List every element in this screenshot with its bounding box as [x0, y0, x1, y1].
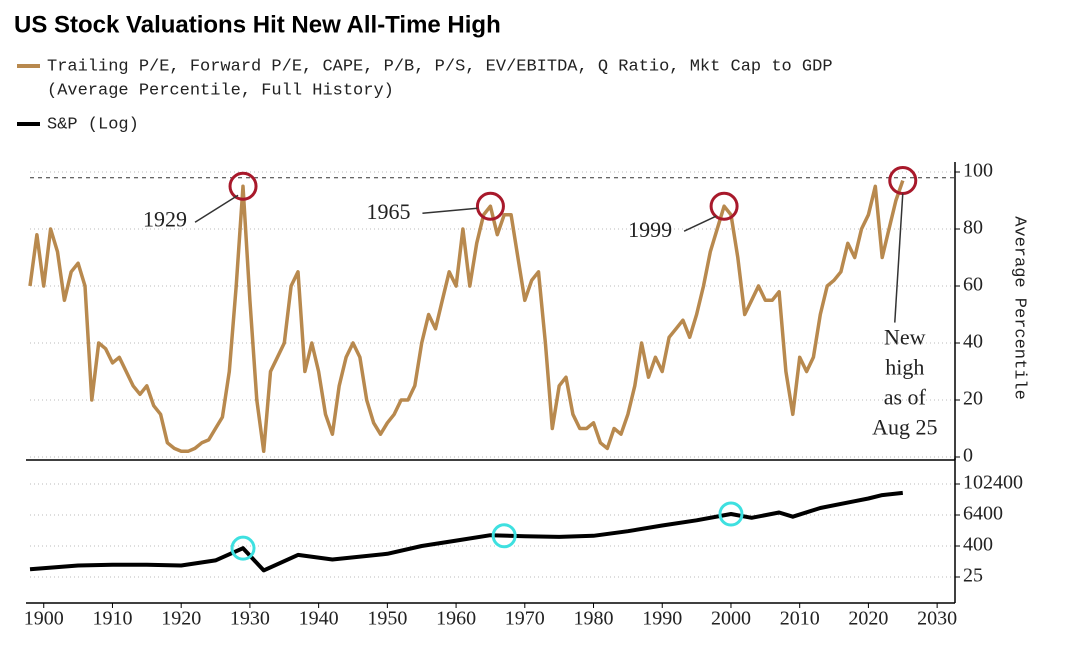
annotation-connector [683, 215, 717, 232]
legend-description: (Average Percentile, Full History) [47, 81, 394, 100]
y-tick-label: 6400 [963, 503, 1003, 525]
x-tick-label: 2000 [711, 608, 751, 630]
y-tick-label: 25 [963, 565, 983, 587]
y-tick-label: 100 [963, 160, 993, 182]
x-tick-label: 1990 [642, 608, 682, 630]
y-tick-label: 80 [963, 217, 983, 239]
annotation-text: New [884, 325, 926, 350]
annotation-text: as of [884, 385, 927, 410]
x-tick-label: 1920 [161, 608, 201, 630]
highlight-circle [718, 501, 744, 527]
y-tick-label: 20 [963, 388, 983, 410]
legend-label: Trailing P/E, Forward P/E, CAPE, P/B, P/… [47, 57, 833, 76]
y-tick-label: 60 [963, 274, 983, 296]
x-tick-label: 1940 [299, 608, 339, 630]
y-tick-label: 102400 [963, 472, 1023, 494]
annotation-text: high [885, 355, 924, 380]
annotation-text: Aug 25 [872, 415, 937, 440]
highlight-circle [709, 191, 739, 221]
x-tick-label: 2020 [848, 608, 888, 630]
annotation-connector [894, 193, 904, 323]
x-tick-label: 1980 [574, 608, 614, 630]
series-line [29, 490, 904, 573]
x-tick-label: 1910 [92, 608, 132, 630]
highlight-circle [230, 535, 256, 561]
annotation-text: 1965 [366, 199, 410, 224]
chart-title: US Stock Valuations Hit New All-Time Hig… [14, 11, 501, 38]
annotation-connector [194, 194, 239, 223]
highlight-circle [228, 171, 258, 201]
x-tick-label: 1960 [436, 608, 476, 630]
series-line [28, 180, 905, 454]
y-axis-label: Average Percentile [1010, 216, 1029, 400]
x-tick-label: 1900 [24, 608, 64, 630]
y-tick-label: 0 [963, 445, 973, 467]
x-tick-label: 2030 [917, 608, 957, 630]
x-tick-label: 2010 [780, 608, 820, 630]
x-tick-label: 1950 [367, 608, 407, 630]
annotation-text: 1999 [628, 217, 672, 242]
highlight-circle [491, 523, 517, 549]
x-tick-label: 1970 [505, 608, 545, 630]
legend-label: S&P (Log) [47, 115, 139, 134]
annotation-text: 1929 [143, 206, 187, 231]
x-tick-label: 1930 [230, 608, 270, 630]
highlight-circle [888, 166, 918, 196]
highlight-circle [475, 191, 505, 221]
y-tick-label: 40 [963, 331, 983, 353]
y-tick-label: 400 [963, 534, 993, 556]
annotation-connector [422, 207, 478, 214]
